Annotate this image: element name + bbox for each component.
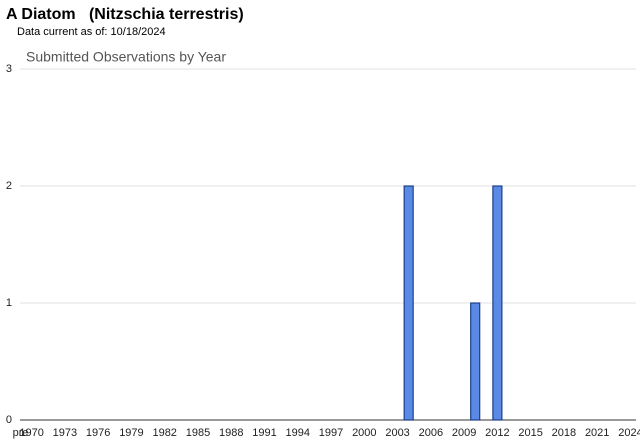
- x-tick-label: 1991: [252, 427, 276, 439]
- y-tick-label: 2: [6, 180, 12, 192]
- y-tick-label: 3: [6, 63, 12, 75]
- x-tick-label: 2024: [618, 427, 640, 439]
- bar: [470, 302, 481, 421]
- x-tick-label: 1979: [119, 427, 143, 439]
- x-tick-label: 1997: [319, 427, 343, 439]
- x-tick-label: pre: [13, 427, 29, 439]
- x-tick-label: 2003: [385, 427, 409, 439]
- x-tick-label: 1973: [53, 427, 77, 439]
- x-tick-label: 2015: [518, 427, 542, 439]
- x-tick-label: 2018: [552, 427, 576, 439]
- x-tick-label: 2006: [419, 427, 443, 439]
- x-tick-label: 1985: [186, 427, 210, 439]
- x-tick-label: 1988: [219, 427, 243, 439]
- x-tick-label: 2012: [485, 427, 509, 439]
- y-tick-label: 0: [6, 414, 12, 426]
- x-tick-label: 2021: [585, 427, 609, 439]
- bar: [492, 185, 503, 421]
- x-tick-label: 1982: [152, 427, 176, 439]
- subtitle: Data current as of: 10/18/2024: [17, 26, 166, 38]
- page-title: A Diatom (Nitzschia terrestris): [6, 6, 244, 23]
- x-tick-label: 2000: [352, 427, 376, 439]
- chart-title: Submitted Observations by Year: [26, 49, 226, 65]
- bar: [403, 185, 414, 421]
- y-tick-label: 1: [6, 297, 12, 309]
- x-tick-label: 1970: [19, 427, 43, 439]
- x-tick-label: 2009: [452, 427, 476, 439]
- x-tick-label: 1994: [286, 427, 310, 439]
- x-tick-label: 1976: [86, 427, 110, 439]
